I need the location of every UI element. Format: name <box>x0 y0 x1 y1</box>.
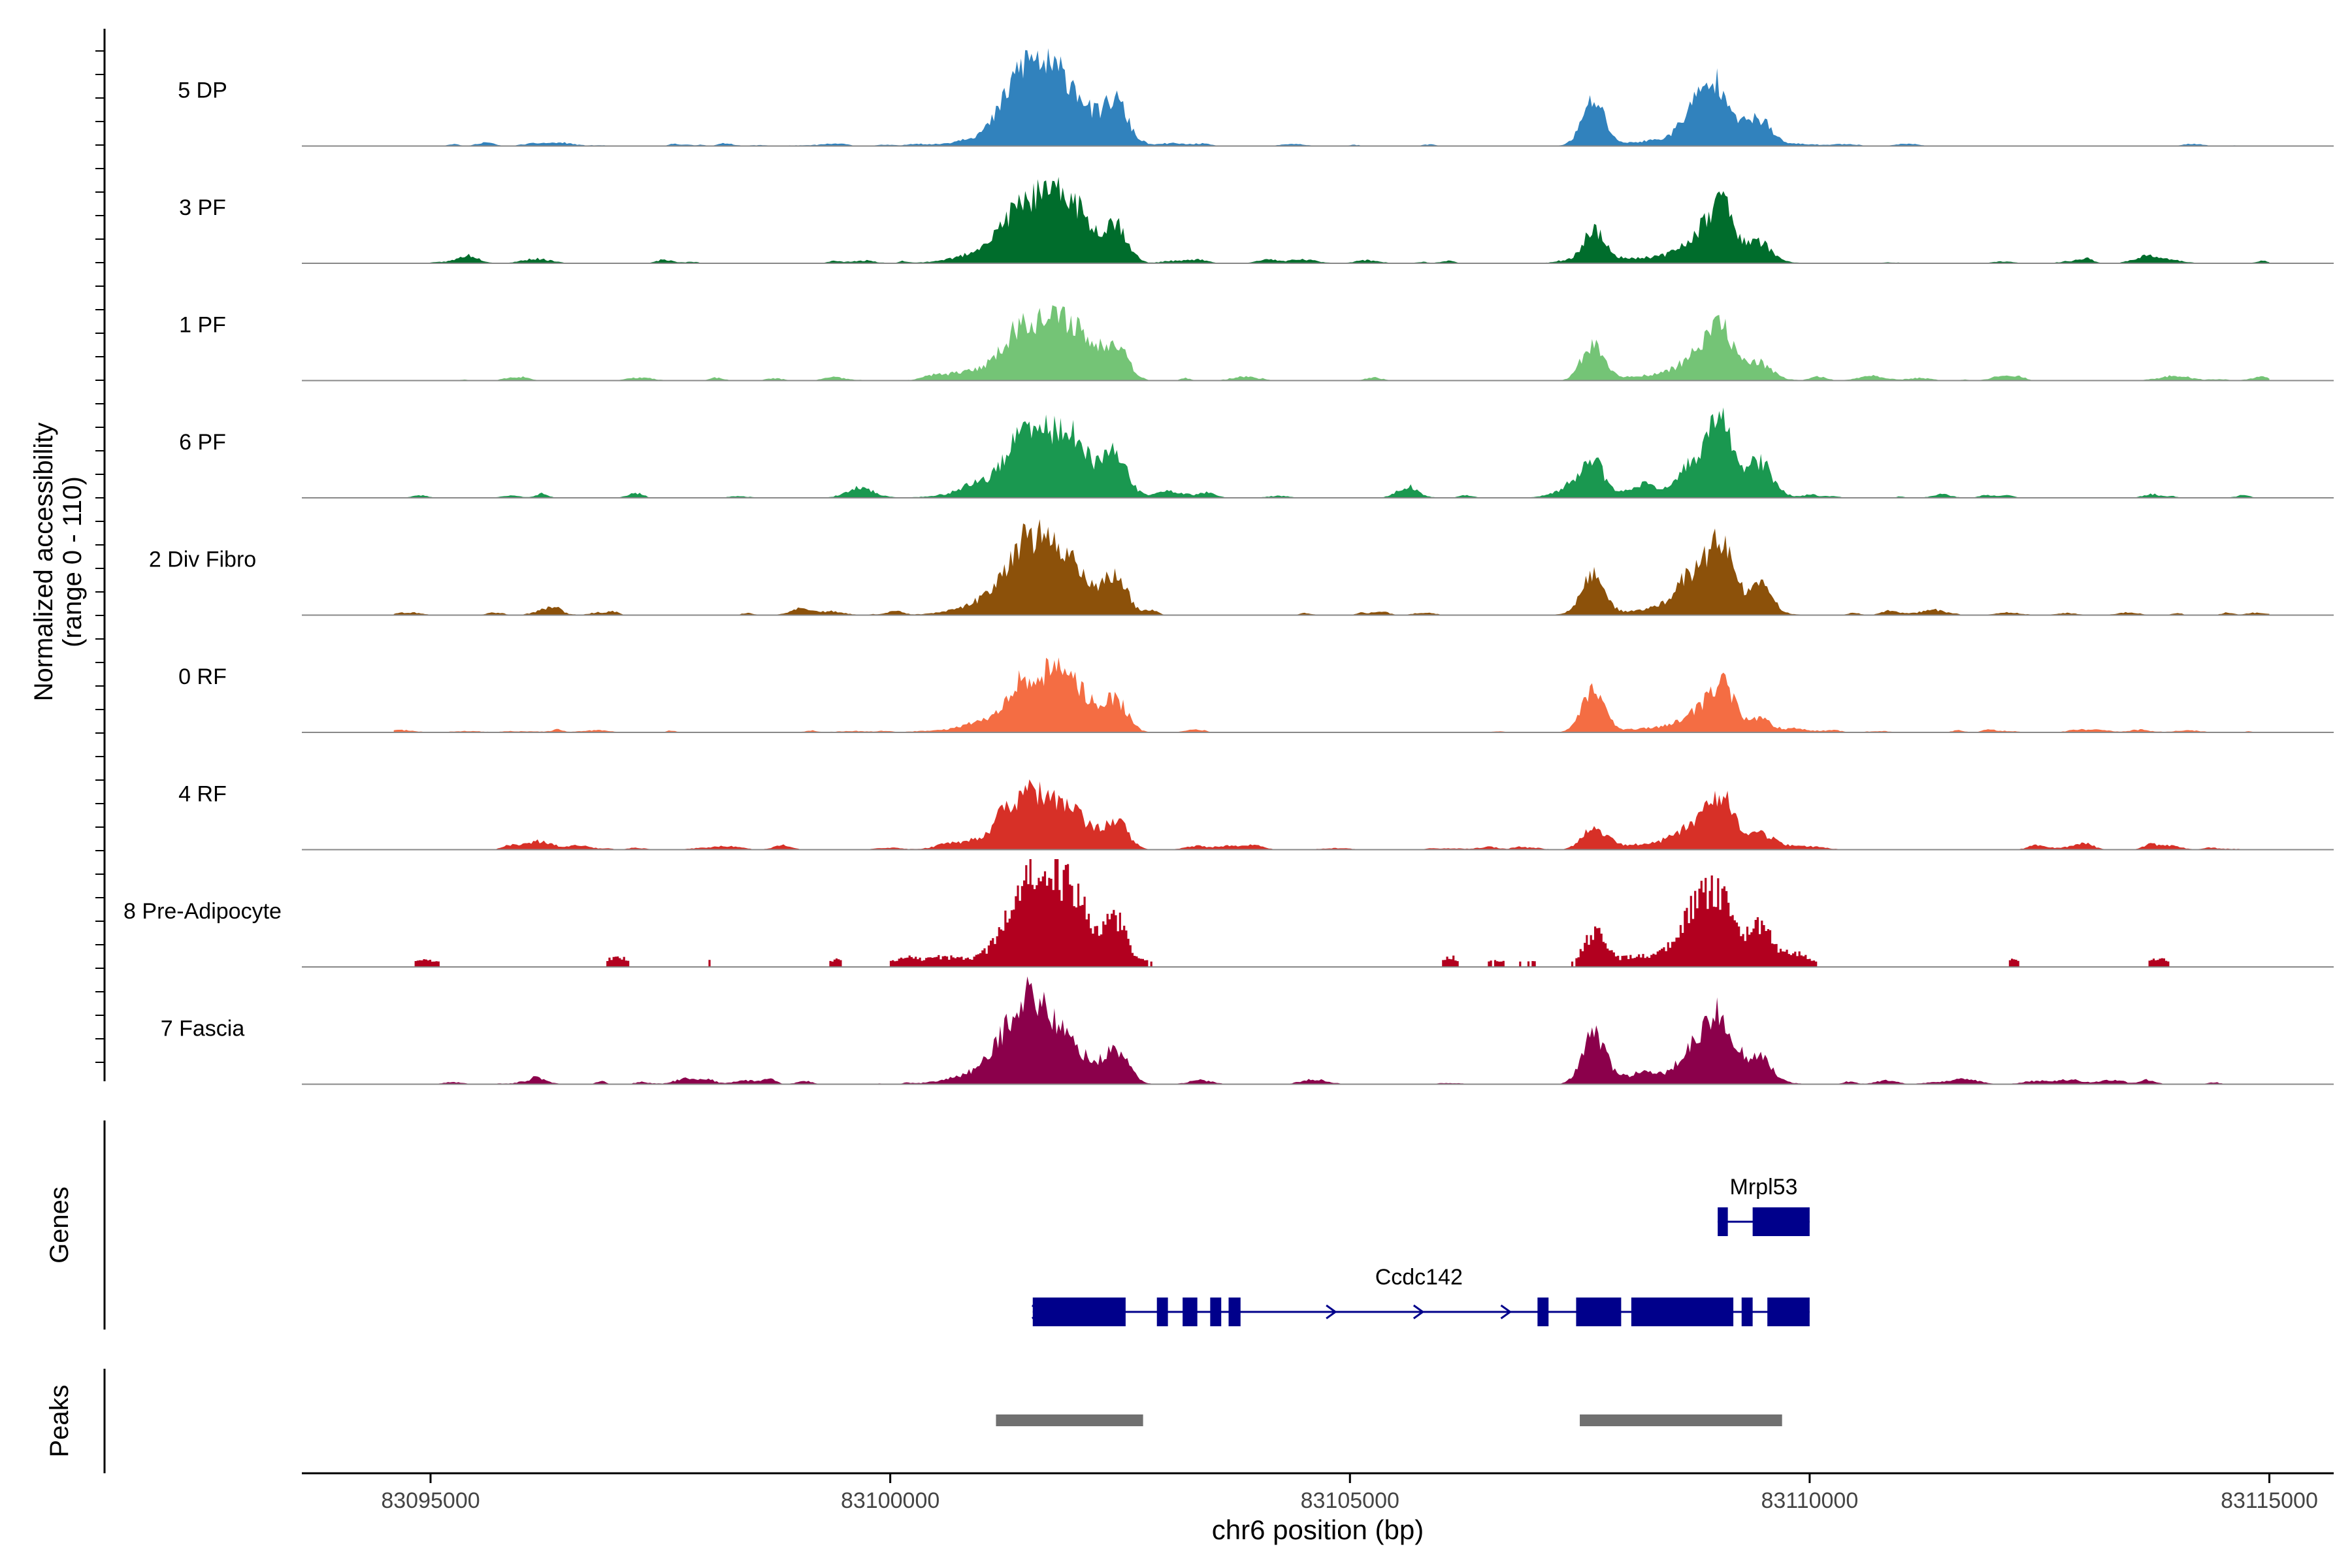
gene-exon <box>1767 1298 1810 1326</box>
gene-exon <box>1537 1298 1549 1326</box>
gene-annotation-track: Mrpl53 Ccdc142 <box>1031 1175 1810 1326</box>
track-label-2-div-fibro: 2 Div Fibro <box>149 547 256 572</box>
x-axis: 83095000 83100000 83105000 83110000 83115000 <box>302 1472 2334 1513</box>
track-label-5-dp: 5 DP <box>178 78 227 103</box>
x-axis-ticks: 83095000 83100000 83105000 83110000 83115000 <box>381 1473 2318 1513</box>
coverage-tracks: 5 DP 3 PF 1 PF 6 PF 2 Div Fibro 0 RF 4 RF 8 Pre… <box>123 48 2334 1085</box>
track-5-dp: 5 DP <box>178 48 2334 147</box>
track-3-pf: 3 PF <box>179 176 2334 264</box>
track-label-8-pre-adipocyte: 8 Pre-Adipocyte <box>123 899 282 924</box>
x-tick-label: 83100000 <box>841 1488 939 1513</box>
gene-label-mrpl53: Mrpl53 <box>1730 1175 1798 1200</box>
coverage-y-label-line2: (range 0 - 110) <box>58 476 87 647</box>
coverage-area-4-rf <box>393 779 2270 850</box>
coverage-y-axis <box>95 29 106 1081</box>
gene-exon <box>1718 1207 1728 1236</box>
gene-exon <box>1752 1207 1810 1236</box>
genes-panel-label: Genes <box>45 1186 74 1264</box>
gene-exon <box>1741 1298 1753 1326</box>
peak-region <box>996 1414 1143 1426</box>
x-tick-label: 83110000 <box>1761 1488 1858 1513</box>
track-label-3-pf: 3 PF <box>179 195 226 220</box>
gene-strand-arrow <box>1031 1304 1043 1320</box>
gene-exon <box>1576 1298 1622 1326</box>
gene-label-ccdc142: Ccdc142 <box>1375 1265 1463 1290</box>
track-7-fascia: 7 Fascia <box>161 976 2334 1085</box>
track-label-6-pf: 6 PF <box>179 430 226 455</box>
track-8-pre-adipocyte: 8 Pre-Adipocyte <box>123 859 2334 968</box>
gene-exon <box>1032 1298 1126 1326</box>
x-tick-label: 83105000 <box>1301 1488 1399 1513</box>
gene-mrpl53: Mrpl53 <box>1718 1175 1810 1236</box>
gene-strand-arrow <box>1326 1304 1337 1320</box>
track-label-7-fascia: 7 Fascia <box>161 1017 245 1041</box>
track-label-1-pf: 1 PF <box>179 313 226 338</box>
gene-ccdc142: Ccdc142 <box>1031 1265 1810 1326</box>
gene-exon <box>1228 1298 1241 1326</box>
x-tick-label: 83115000 <box>2221 1488 2318 1513</box>
gene-strand-arrow <box>1413 1304 1425 1320</box>
coverage-y-label-line1: Normalized accessibility <box>29 423 58 702</box>
track-6-pf: 6 PF <box>179 407 2334 498</box>
track-0-rf: 0 RF <box>178 657 2334 733</box>
track-label-0-rf: 0 RF <box>178 664 227 689</box>
peaks-panel-label: Peaks <box>45 1384 74 1457</box>
track-label-4-rf: 4 RF <box>178 782 227 807</box>
x-axis-label: chr6 position (bp) <box>1212 1514 1424 1545</box>
gene-exon <box>1156 1298 1168 1326</box>
peak-track <box>996 1414 1782 1426</box>
gene-exon <box>1631 1298 1734 1326</box>
track-2-div-fibro: 2 Div Fibro <box>149 519 2334 616</box>
gene-exon <box>1183 1298 1198 1326</box>
coverage-y-axis-ticks <box>95 50 105 1063</box>
x-tick-label: 83095000 <box>381 1488 480 1513</box>
gene-exon <box>1210 1298 1222 1326</box>
gene-strand-arrow <box>1500 1304 1512 1320</box>
track-4-rf: 4 RF <box>178 779 2334 851</box>
peak-region <box>1580 1414 1782 1426</box>
track-1-pf: 1 PF <box>179 305 2334 382</box>
